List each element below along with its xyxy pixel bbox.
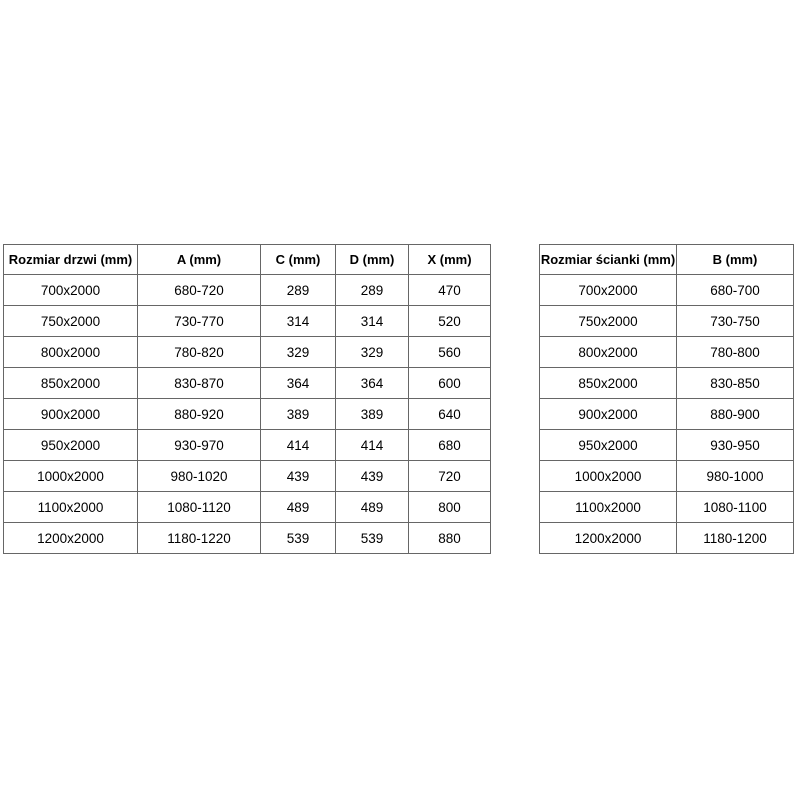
table-cell: 539 <box>260 522 336 554</box>
table-cell: 900x2000 <box>3 398 138 430</box>
table-row: 750x2000 730-770 314 314 520 <box>3 305 491 337</box>
table-cell: 830-870 <box>137 367 261 399</box>
table-row: 900x2000 880-920 389 389 640 <box>3 398 491 430</box>
table-cell: 489 <box>260 491 336 523</box>
table-cell: 800 <box>408 491 491 523</box>
table-cell: 1000x2000 <box>3 460 138 492</box>
table-cell: 329 <box>260 336 336 368</box>
table-row: 1200x2000 1180-1220 539 539 880 <box>3 522 491 554</box>
table-cell: 750x2000 <box>3 305 138 337</box>
table-row: 950x2000 930-950 <box>539 429 794 461</box>
table-cell: 930-970 <box>137 429 261 461</box>
table-cell: 1100x2000 <box>539 491 677 523</box>
table-cell: 439 <box>260 460 336 492</box>
table-cell: 289 <box>260 274 336 306</box>
table-cell: 1180-1200 <box>676 522 794 554</box>
table-cell: 680-700 <box>676 274 794 306</box>
table-cell: 329 <box>335 336 409 368</box>
table-cell: 489 <box>335 491 409 523</box>
table-cell: 880 <box>408 522 491 554</box>
table-cell: 780-800 <box>676 336 794 368</box>
table-row: 800x2000 780-800 <box>539 336 794 368</box>
table-cell: 730-770 <box>137 305 261 337</box>
table-row: 1000x2000 980-1020 439 439 720 <box>3 460 491 492</box>
table-cell: 880-920 <box>137 398 261 430</box>
header-row: Rozmiar ścianki (mm) B (mm) <box>539 244 794 275</box>
table-cell: 364 <box>335 367 409 399</box>
table-cell: 1080-1100 <box>676 491 794 523</box>
column-header: X (mm) <box>408 244 491 275</box>
table-cell: 314 <box>260 305 336 337</box>
table-row: 1000x2000 980-1000 <box>539 460 794 492</box>
table-cell: 520 <box>408 305 491 337</box>
table-row: 1100x2000 1080-1100 <box>539 491 794 523</box>
table-cell: 1200x2000 <box>539 522 677 554</box>
table-cell: 680-720 <box>137 274 261 306</box>
table-cell: 600 <box>408 367 491 399</box>
table-cell: 750x2000 <box>539 305 677 337</box>
table-cell: 364 <box>260 367 336 399</box>
table-cell: 980-1020 <box>137 460 261 492</box>
table-cell: 800x2000 <box>539 336 677 368</box>
table-row: 950x2000 930-970 414 414 680 <box>3 429 491 461</box>
table-row: 700x2000 680-720 289 289 470 <box>3 274 491 306</box>
table-cell: 780-820 <box>137 336 261 368</box>
table-cell: 700x2000 <box>3 274 138 306</box>
table-row: 1200x2000 1180-1200 <box>539 522 794 554</box>
table-cell: 900x2000 <box>539 398 677 430</box>
table-cell: 1200x2000 <box>3 522 138 554</box>
header-row: Rozmiar drzwi (mm) A (mm) C (mm) D (mm) X (m… <box>3 244 491 275</box>
table-cell: 880-900 <box>676 398 794 430</box>
column-header: Rozmiar ścianki (mm) <box>539 244 677 275</box>
table-cell: 700x2000 <box>539 274 677 306</box>
table-cell: 1000x2000 <box>539 460 677 492</box>
column-header: C (mm) <box>260 244 336 275</box>
table-cell: 414 <box>335 429 409 461</box>
table-cell: 950x2000 <box>539 429 677 461</box>
table-row: 700x2000 680-700 <box>539 274 794 306</box>
column-header: A (mm) <box>137 244 261 275</box>
table-cell: 720 <box>408 460 491 492</box>
table-cell: 1080-1120 <box>137 491 261 523</box>
table-row: 850x2000 830-870 364 364 600 <box>3 367 491 399</box>
table-row: 750x2000 730-750 <box>539 305 794 337</box>
table-cell: 980-1000 <box>676 460 794 492</box>
table-cell: 640 <box>408 398 491 430</box>
table-row: 850x2000 830-850 <box>539 367 794 399</box>
table-cell: 439 <box>335 460 409 492</box>
table-cell: 289 <box>335 274 409 306</box>
door-dimensions-table: Rozmiar drzwi (mm) A (mm) C (mm) D (mm) X (m… <box>3 244 491 554</box>
table-cell: 389 <box>260 398 336 430</box>
table-cell: 1100x2000 <box>3 491 138 523</box>
table-row: 800x2000 780-820 329 329 560 <box>3 336 491 368</box>
table-cell: 730-750 <box>676 305 794 337</box>
table-cell: 800x2000 <box>3 336 138 368</box>
table-cell: 830-850 <box>676 367 794 399</box>
column-header: D (mm) <box>335 244 409 275</box>
table-cell: 470 <box>408 274 491 306</box>
table-cell: 414 <box>260 429 336 461</box>
wall-dimensions-table: Rozmiar ścianki (mm) B (mm) 700x2000 680-70… <box>539 244 794 554</box>
table-cell: 539 <box>335 522 409 554</box>
column-header: Rozmiar drzwi (mm) <box>3 244 138 275</box>
table-row: 1100x2000 1080-1120 489 489 800 <box>3 491 491 523</box>
column-header: B (mm) <box>676 244 794 275</box>
table-row: 900x2000 880-900 <box>539 398 794 430</box>
table-cell: 850x2000 <box>539 367 677 399</box>
table-cell: 560 <box>408 336 491 368</box>
table-cell: 314 <box>335 305 409 337</box>
table-cell: 680 <box>408 429 491 461</box>
table-cell: 850x2000 <box>3 367 138 399</box>
table-cell: 930-950 <box>676 429 794 461</box>
table-cell: 1180-1220 <box>137 522 261 554</box>
table-cell: 950x2000 <box>3 429 138 461</box>
table-cell: 389 <box>335 398 409 430</box>
